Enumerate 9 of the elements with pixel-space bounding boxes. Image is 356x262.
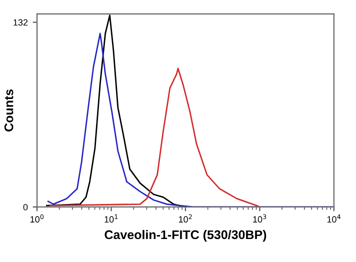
x-tick-label: 10$^{4}$ [327, 214, 340, 223]
x-tick-label: 10$^{0}$ [30, 214, 44, 223]
x-axis-title: Caveolin-1-FITC (530/30BP) [104, 230, 266, 242]
y-axis-title: Counts [4, 89, 14, 132]
x-tick-label: 10$^{1}$ [104, 214, 118, 223]
x-tick-label: 10$^{2}$ [178, 214, 192, 223]
x-tick-label: 10$^{3}$ [253, 214, 266, 223]
y-tick-label: 132 [14, 19, 28, 26]
y-tick-label: 0 [23, 204, 28, 210]
